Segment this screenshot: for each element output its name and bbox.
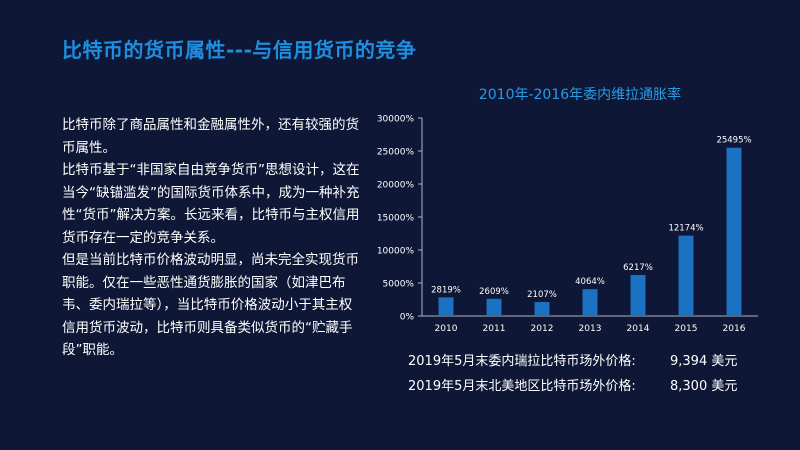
bar-2011 bbox=[486, 298, 502, 316]
inflation-bar-chart: 0% 5000% 10000% 15000% 20000% 25000% 30000% 281… bbox=[377, 115, 758, 334]
bar-2010 bbox=[438, 297, 454, 316]
bar-value-label: 2107% bbox=[527, 290, 557, 300]
y-tick-label: 20000% bbox=[377, 181, 415, 191]
x-tick-label: 2014 bbox=[627, 324, 650, 334]
bar-value-label: 25495% bbox=[716, 136, 751, 146]
bar-value-label: 2819% bbox=[431, 285, 461, 295]
bar-2014 bbox=[630, 274, 646, 316]
y-tick-label: 5000% bbox=[383, 280, 415, 290]
note-north-america-label: 2019年5月末北美地区比特币场外价格: bbox=[408, 379, 636, 394]
bar-2015 bbox=[678, 235, 694, 316]
bar-value-label: 4064% bbox=[575, 277, 605, 287]
bar-value-label: 12174% bbox=[668, 224, 703, 234]
x-tick-label: 2011 bbox=[483, 324, 506, 334]
note-venezuela-value: 9,394 美元 bbox=[670, 354, 738, 369]
y-tick-label: 0% bbox=[400, 313, 415, 323]
chart-title: 2010年-2016年委内维拉通胀率 bbox=[478, 87, 682, 103]
x-tick-label: 2012 bbox=[531, 324, 554, 334]
bar-2012 bbox=[534, 302, 550, 316]
body-paragraph-2: 比特币基于“非国家自由竞争货币”思想设计，这在当今“缺锚滥发”的国际货币体系中，… bbox=[62, 162, 360, 246]
y-tick-label: 30000% bbox=[377, 115, 415, 125]
x-tick-label: 2010 bbox=[435, 324, 458, 334]
y-tick-label: 10000% bbox=[377, 247, 415, 257]
bar-2013 bbox=[582, 289, 598, 316]
slide-title: 比特币的货币属性---与信用货币的竞争 bbox=[62, 38, 417, 62]
note-venezuela-label: 2019年5月末委内瑞拉比特币场外价格: bbox=[408, 354, 636, 369]
body-paragraph-3: 但是当前比特币价格波动明显，尚未完全实现货币职能。仅在一些恶性通货膨胀的国家（如… bbox=[62, 252, 359, 358]
bar-2016 bbox=[726, 147, 742, 316]
x-tick-label: 2013 bbox=[579, 324, 602, 334]
note-north-america-value: 8,300 美元 bbox=[670, 379, 738, 394]
x-tick-label: 2015 bbox=[675, 324, 698, 334]
y-tick-label: 25000% bbox=[377, 148, 415, 158]
x-tick-label: 2016 bbox=[723, 324, 746, 334]
y-tick-label: 15000% bbox=[377, 214, 415, 224]
bar-value-label: 6217% bbox=[623, 263, 653, 273]
body-paragraph-1: 比特币除了商品属性和金融属性外，还有较强的货币属性。 bbox=[62, 117, 359, 156]
bar-value-label: 2609% bbox=[479, 287, 509, 297]
body-text: 比特币除了商品属性和金融属性外，还有较强的货币属性。 比特币基于“非国家自由竞争… bbox=[62, 114, 362, 362]
